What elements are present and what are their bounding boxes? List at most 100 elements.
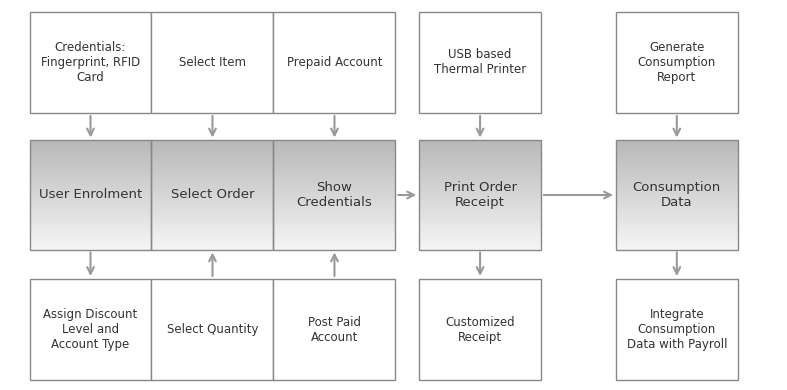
Bar [615,174,738,177]
Bar [30,176,151,179]
Bar [615,229,738,231]
Bar [30,234,151,237]
Bar [274,156,395,159]
Bar [30,213,151,215]
Bar [30,198,151,200]
Bar [30,225,151,228]
Bar [615,225,738,228]
Bar [615,187,738,190]
Bar [152,147,274,149]
Bar [152,207,274,209]
Bar [274,230,395,233]
Bar [419,183,541,186]
Bar [419,243,541,246]
Bar [152,211,274,213]
Bar [152,209,274,211]
Bar [152,223,274,226]
Bar [419,170,541,173]
Bar [274,149,395,151]
Bar [152,243,274,246]
Bar [419,142,541,144]
Bar [615,183,738,186]
Bar [615,185,738,188]
Bar [274,243,395,246]
Bar [615,243,738,246]
Bar [152,213,274,215]
Bar [274,178,395,181]
Bar [615,203,738,206]
Bar [30,187,151,190]
Bar [274,142,395,144]
Bar [30,189,151,191]
Bar [30,205,151,208]
Bar [30,218,151,220]
Bar [419,225,541,228]
Bar [615,191,738,193]
Bar [30,161,151,164]
Bar [274,12,395,113]
Bar [419,214,541,217]
Bar [274,279,395,380]
Bar [419,238,541,241]
Bar [274,140,395,250]
Bar [152,165,274,168]
Bar [30,230,151,233]
Bar [30,279,151,380]
Bar [419,178,541,181]
Bar [274,185,395,188]
Bar [30,247,151,250]
Bar [30,140,151,142]
Bar [152,140,274,250]
Bar [419,169,541,171]
Text: Consumption
Data: Consumption Data [633,181,721,209]
Bar [419,213,541,215]
Bar [152,234,274,237]
Bar [30,160,151,162]
Bar [615,181,738,184]
Bar [152,170,274,173]
Bar [419,216,541,219]
Bar [30,192,151,195]
Bar [274,200,395,202]
Bar [274,245,395,248]
Bar [30,158,151,160]
Bar [274,163,395,166]
Bar [419,196,541,199]
Bar [152,205,274,208]
Bar [274,152,395,155]
Bar [615,218,738,220]
Bar [30,151,151,153]
Bar [419,176,541,179]
Bar [615,216,738,219]
Bar [274,176,395,179]
Bar [30,238,151,241]
Text: Select Order: Select Order [171,188,254,202]
Bar [615,205,738,208]
Bar [30,183,151,186]
Bar [30,214,151,217]
Bar [419,12,541,113]
Bar [274,218,395,220]
Bar [274,169,395,171]
Bar [274,192,395,195]
Bar [615,165,738,168]
Bar [30,165,151,168]
Bar [419,172,541,175]
Bar [615,209,738,211]
Bar [274,187,395,190]
Bar [274,151,395,153]
Bar [419,240,541,242]
Bar [419,218,541,220]
Bar [30,216,151,219]
Bar [274,170,395,173]
Bar [419,223,541,226]
Bar [30,185,151,188]
Bar [152,167,274,170]
Bar [615,149,738,151]
Bar [152,247,274,250]
Bar [615,176,738,179]
Bar [615,211,738,213]
Bar [419,202,541,204]
Bar [615,156,738,159]
Bar [30,167,151,170]
